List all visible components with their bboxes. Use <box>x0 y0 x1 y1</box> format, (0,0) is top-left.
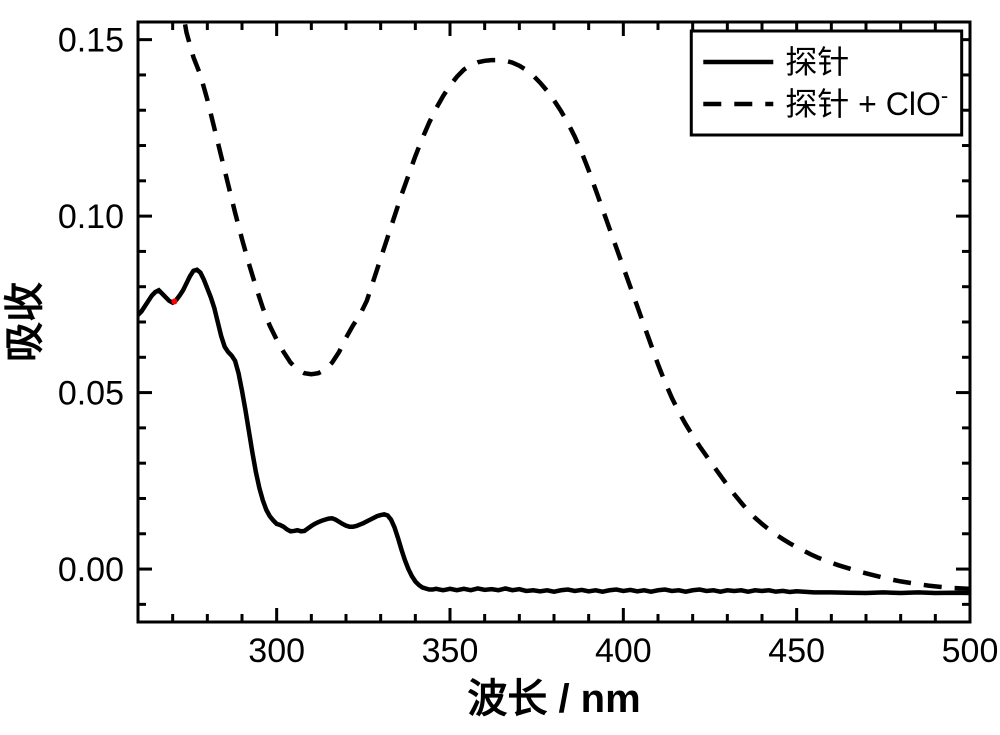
x-tick-label: 300 <box>248 632 305 670</box>
x-tick-label: 500 <box>942 632 999 670</box>
legend-label: 探针 <box>785 44 849 80</box>
series-probe <box>138 270 970 593</box>
x-axis-title: 波长 / nm <box>467 677 640 721</box>
x-tick-label: 450 <box>768 632 825 670</box>
legend-label: 探针 + ClO- <box>785 83 948 123</box>
x-tick-label: 350 <box>422 632 479 670</box>
y-axis-title: 吸收 <box>3 282 47 362</box>
y-tick-label: 0.15 <box>58 22 124 60</box>
chart-container: 300 350 400 450 500 波长 / nm 0.00 0.05 0.10 0.15 吸收… <box>0 0 1000 735</box>
y-tick-label: 0.05 <box>58 375 124 413</box>
x-tick-label: 400 <box>595 632 652 670</box>
y-tick-label: 0.00 <box>58 551 124 589</box>
chart-svg: 300 350 400 450 500 波长 / nm 0.00 0.05 0.10 0.15 吸收… <box>0 0 1000 735</box>
marker-point <box>171 299 177 305</box>
y-tick-label: 0.10 <box>58 198 124 236</box>
